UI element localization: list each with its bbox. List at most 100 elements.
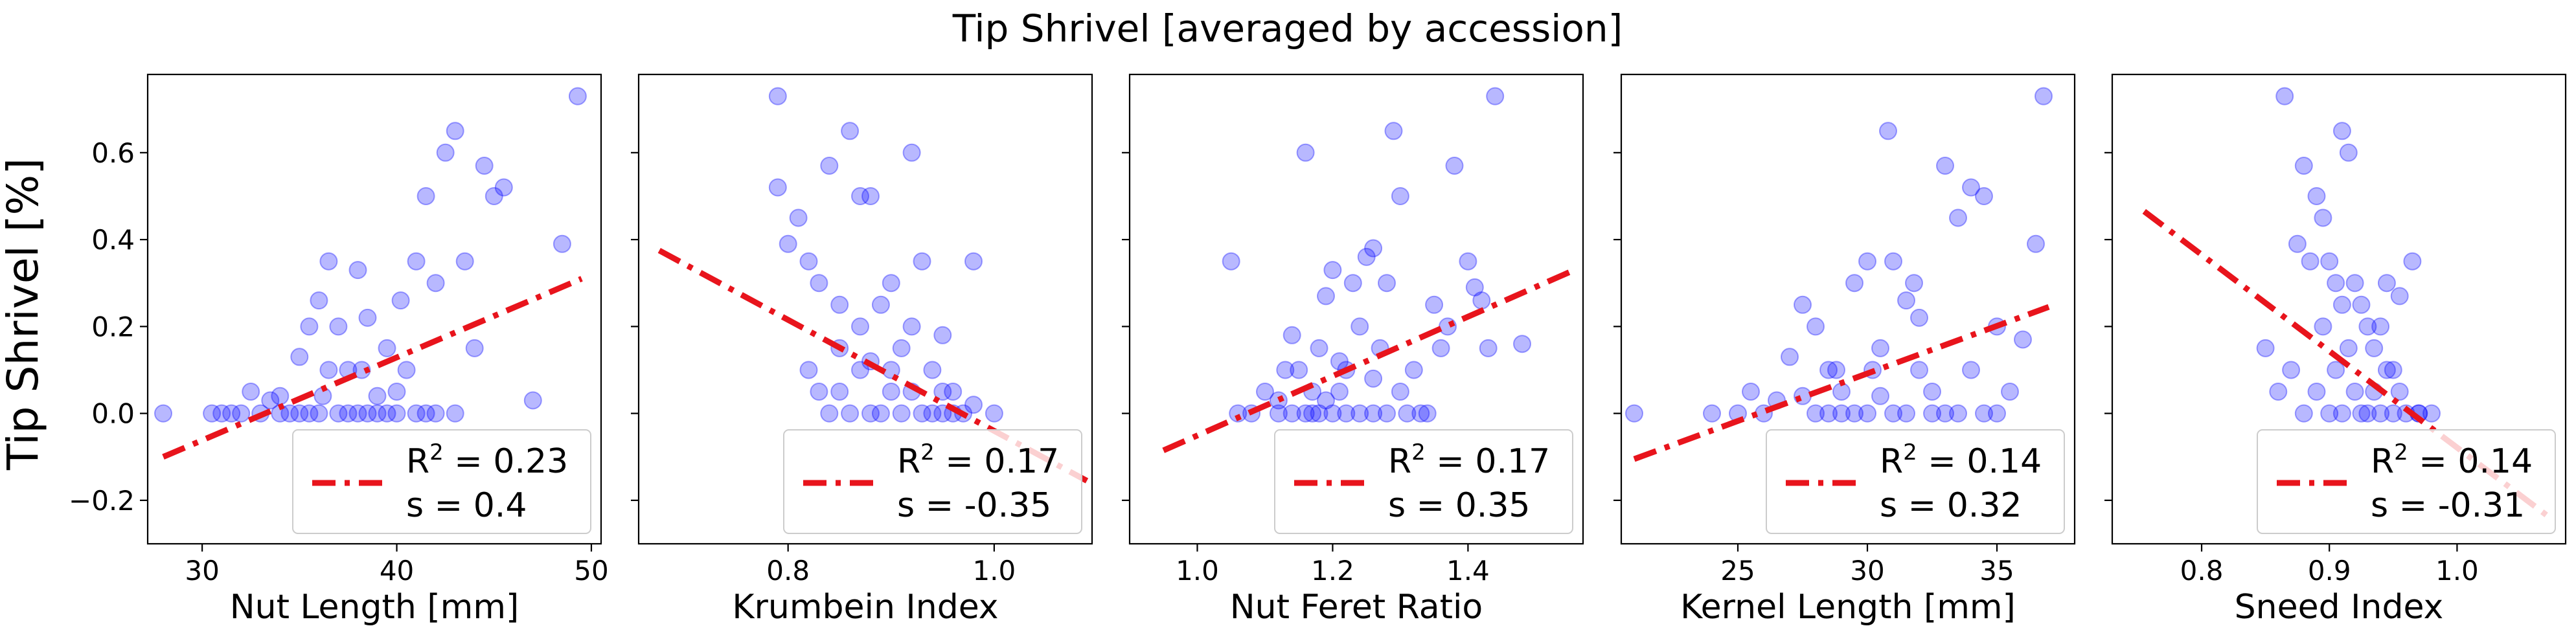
scatter-point: [944, 383, 963, 401]
scatter-point: [1330, 383, 1349, 401]
scatter-point: [290, 348, 309, 366]
scatter-point: [768, 178, 787, 197]
scatter-point: [2332, 404, 2351, 423]
scatter-point: [841, 122, 860, 140]
scatter-point: [1879, 122, 1897, 140]
x-tick-label: 35: [1979, 555, 2014, 587]
scatter-point: [446, 122, 464, 140]
legend: R2 = 0.23s = 0.4: [292, 429, 591, 534]
scatter-point: [820, 404, 839, 423]
scatter-point: [1330, 352, 1349, 371]
regression-line: [1162, 269, 1571, 453]
scatter-point: [923, 361, 942, 379]
scatter-point: [892, 404, 911, 423]
scatter-point: [1910, 308, 1928, 327]
scatter-point: [1871, 386, 1889, 405]
scatter-point: [319, 252, 338, 271]
x-tick-label: 50: [574, 555, 608, 587]
x-tick-label: 0.9: [2308, 555, 2351, 587]
scatter-point: [913, 404, 931, 423]
scatter-point: [261, 391, 280, 410]
x-tick-label: 30: [1850, 555, 1884, 587]
scatter-point: [1819, 361, 1838, 379]
x-axis-label: Nut Length [mm]: [230, 588, 519, 627]
scatter-point: [203, 404, 222, 423]
x-tick-label: 0.8: [766, 555, 810, 587]
scatter-point: [1625, 404, 1643, 423]
legend-frame: [292, 429, 591, 534]
scatter-point: [871, 404, 890, 423]
x-tick-label: 1.0: [1176, 555, 1219, 587]
scatter-point: [1391, 187, 1409, 205]
x-tick-label: 1.4: [1446, 555, 1490, 587]
scatter-point: [2307, 187, 2326, 205]
scatter-point: [1459, 252, 1477, 271]
scatter-point: [1384, 122, 1403, 140]
scatter-point: [2027, 234, 2045, 253]
scatter-point: [1923, 383, 1941, 401]
scatter-point: [768, 87, 787, 106]
scatter-point: [2332, 295, 2351, 314]
scatter-point: [2384, 404, 2402, 423]
scatter-point: [339, 404, 358, 423]
scatter-point: [2358, 317, 2377, 336]
scatter-point: [2256, 339, 2275, 357]
scatter-point: [2314, 317, 2332, 336]
scatter-point: [1513, 335, 1531, 353]
scatter-point: [455, 252, 474, 271]
legend-slope: s = -0.35: [897, 486, 1051, 525]
x-tick-label: 1.0: [2435, 555, 2479, 587]
scatter-point: [882, 383, 900, 401]
scatter-point: [1472, 291, 1491, 310]
subplot-grid: R2 = 0.23s = 0.4 30 40 50 −0.2 0.0 0.2 0.4 0.6 Nu…: [69, 73, 2567, 627]
scatter-point: [378, 339, 396, 357]
scatter-point: [523, 391, 542, 410]
scatter-point: [1858, 404, 1876, 423]
scatter-point: [465, 339, 484, 357]
scatter-point: [2358, 404, 2377, 423]
scatter-point: [1296, 143, 1315, 162]
legend: R2 = 0.17s = -0.35: [783, 429, 1082, 534]
scatter-point: [1962, 178, 1980, 197]
scatter-point: [310, 404, 328, 423]
scatter-point: [913, 252, 931, 271]
scatter-point: [1827, 361, 1845, 379]
scatter-point: [1229, 404, 1248, 423]
scatter-point: [1975, 404, 1993, 423]
scatter-point: [2001, 383, 2019, 401]
scatter-point: [1303, 404, 1322, 423]
scatter-point: [1884, 252, 1902, 271]
scatter-point: [1479, 339, 1498, 357]
legend-frame: [1766, 429, 2065, 534]
scatter-point: [1486, 87, 1505, 106]
scatter-point: [1310, 339, 1328, 357]
scatter-point: [2294, 157, 2313, 175]
scatter-point: [2332, 122, 2351, 140]
scatter-point: [2320, 404, 2339, 423]
scatter-point: [1282, 404, 1301, 423]
scatter-point: [1884, 404, 1902, 423]
scatter-point: [2269, 383, 2288, 401]
scatter-point: [436, 143, 455, 162]
x-tick-label: 1.2: [1311, 555, 1354, 587]
scatter-point: [2345, 274, 2364, 293]
scatter-point: [933, 383, 952, 401]
scatter-point: [2339, 339, 2358, 357]
regression-line: [1633, 304, 2050, 462]
scatter-point: [830, 383, 849, 401]
y-tick-label: 0.6: [91, 137, 135, 169]
scatter-point: [2377, 361, 2396, 379]
scatter-point: [1807, 404, 1825, 423]
scatter-point: [416, 187, 435, 205]
scatter-point: [358, 308, 377, 327]
scatter-point: [810, 383, 828, 401]
scatter-point: [892, 339, 911, 357]
scatter-point: [1364, 239, 1383, 258]
scatter-point: [933, 404, 952, 423]
scatter-point: [810, 274, 828, 293]
scatter-point: [2282, 361, 2301, 379]
scatter-point: [1310, 404, 1328, 423]
scatter-point: [1398, 404, 1417, 423]
